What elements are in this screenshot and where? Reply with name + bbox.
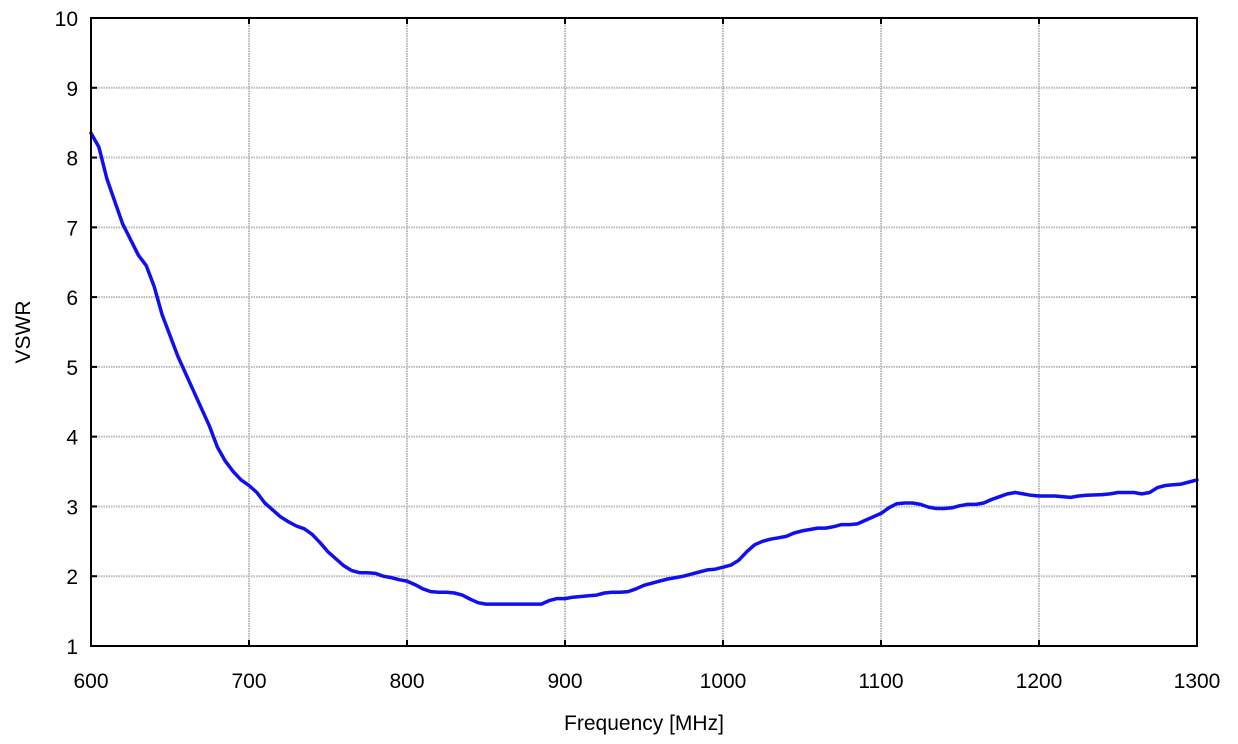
- y-tick-labels: 1 2 3 4 5 6 7 8 9 10: [55, 8, 79, 659]
- x-tick-label: 1100: [858, 670, 903, 693]
- x-tick-label: 600: [73, 670, 108, 693]
- ticks: [90, 17, 1198, 647]
- y-tick-label: 7: [66, 217, 78, 240]
- y-tick-label: 8: [66, 148, 78, 171]
- x-axis-label: Frequency [MHz]: [564, 712, 724, 735]
- x-tick-label: 1300: [1174, 670, 1221, 693]
- y-tick-label: 5: [66, 357, 78, 380]
- x-tick-label: 1200: [1016, 670, 1063, 693]
- y-tick-label: 10: [55, 8, 78, 31]
- vswr-series-line: [89, 131, 1199, 606]
- x-tick-label: 1000: [700, 670, 747, 693]
- x-tick-label: 700: [231, 670, 266, 693]
- grid: [91, 18, 1197, 646]
- x-tick-label: 800: [389, 670, 424, 693]
- x-tick-label: 900: [547, 670, 582, 693]
- y-tick-label: 4: [66, 427, 78, 450]
- y-axis-label: VSWR: [12, 301, 35, 364]
- y-tick-label: 9: [66, 78, 78, 101]
- y-tick-label: 2: [66, 566, 78, 589]
- series-layer: [89, 131, 1199, 606]
- y-tick-label: 3: [66, 496, 78, 519]
- y-tick-label: 1: [66, 636, 78, 659]
- plot-frame: [90, 17, 1198, 647]
- y-tick-label: 6: [66, 287, 78, 310]
- x-tick-labels: 600 700 800 900 1000 1100 1200 1300: [73, 670, 1220, 693]
